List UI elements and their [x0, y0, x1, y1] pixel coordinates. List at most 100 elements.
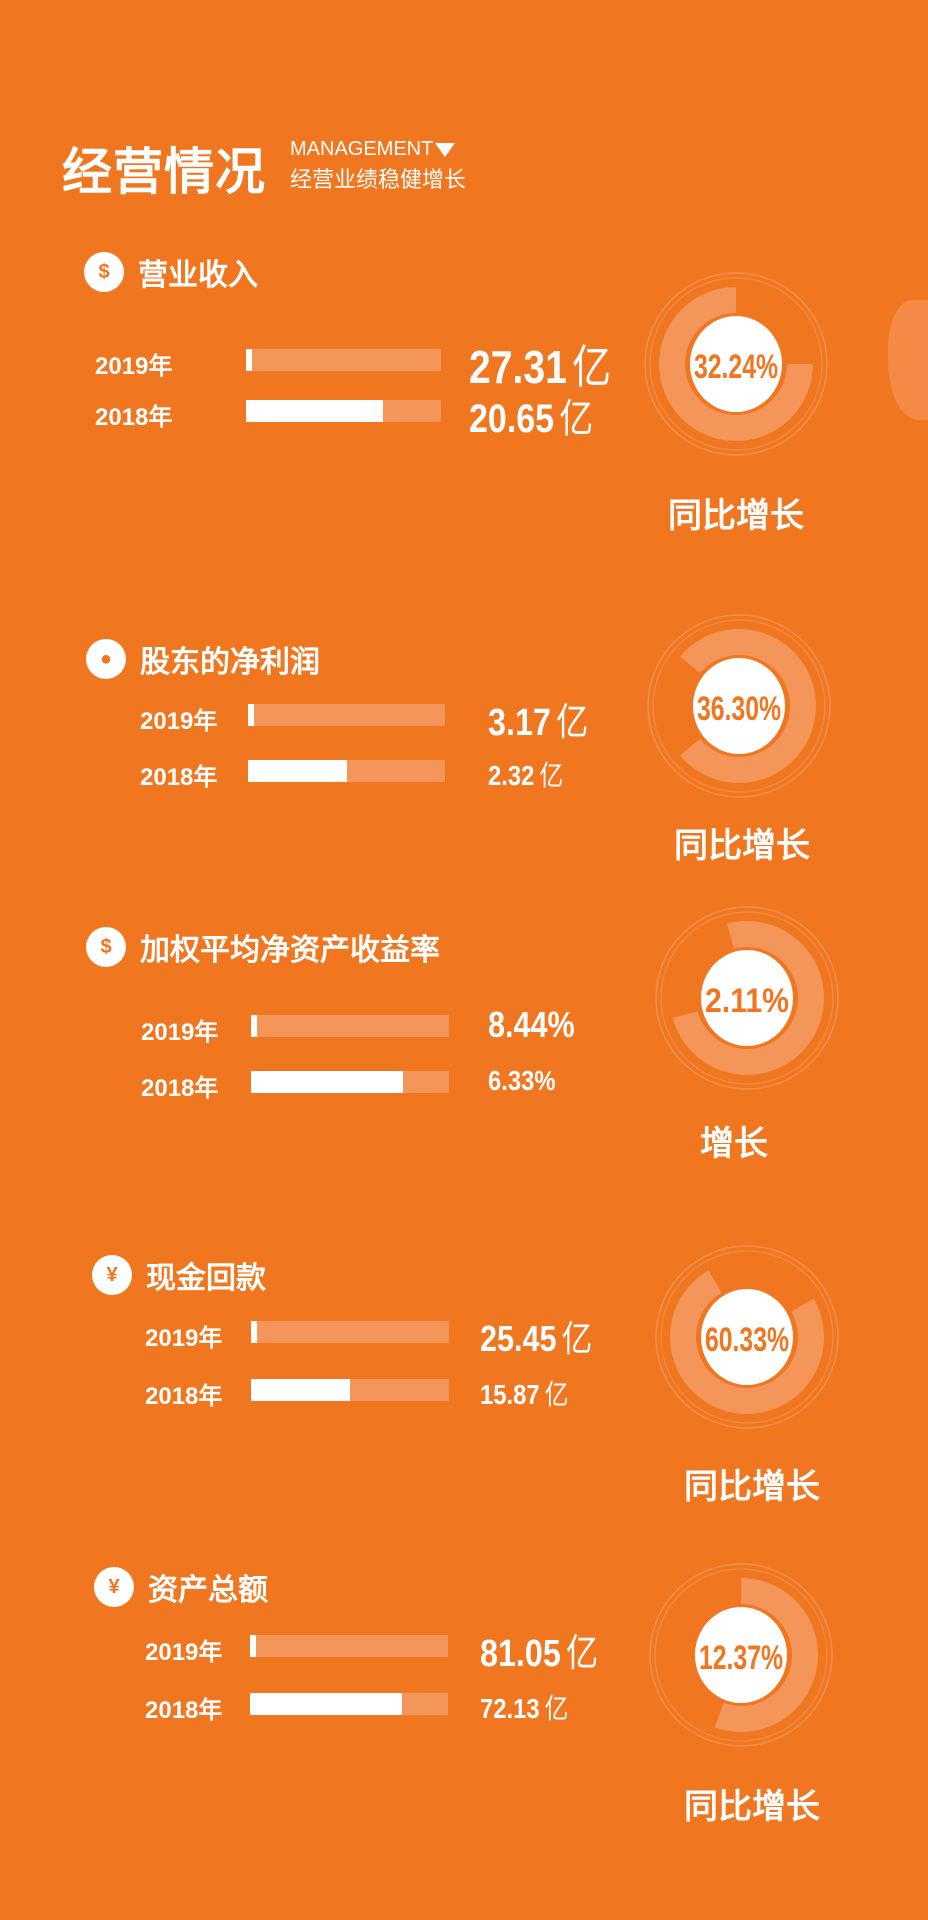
bar-track [246, 349, 441, 371]
triangle-down-icon [435, 142, 456, 157]
year-label: 2018年 [140, 764, 218, 791]
bar-fill [251, 1379, 350, 1401]
bar-track [246, 400, 441, 422]
bar-track [250, 1693, 448, 1715]
growth-ring: 12.37% [649, 1563, 833, 1747]
page-subtitle: 经营业绩稳健增长 [290, 167, 467, 192]
value-text: 72.13 亿 [480, 1687, 568, 1727]
ring-center [693, 658, 785, 754]
value-unit: 亿 [565, 1633, 599, 1676]
ring-outline [655, 906, 839, 1090]
value-number: 72.13 [480, 1692, 540, 1724]
bar-track [248, 704, 445, 726]
value-number: 81.05 [480, 1633, 561, 1676]
growth-value: 60.33% [705, 1321, 789, 1359]
section-title: 加权平均净资产收益率 [140, 934, 440, 967]
year-label: 2018年 [145, 1383, 223, 1410]
value-number: 8.44% [488, 1003, 575, 1045]
value-number: 15.87 [480, 1378, 540, 1410]
growth-value: 12.37% [699, 1639, 783, 1677]
section-header: $ 营业收入 [84, 250, 258, 294]
money-bag-icon: $ [86, 927, 126, 967]
ring-center [695, 1607, 787, 1703]
ring-outline-inner [660, 911, 834, 1085]
ring-center [690, 316, 782, 412]
growth-label: 同比增长 [674, 827, 810, 865]
ring-outline [647, 614, 831, 798]
section-header: ¥ 现金回款 [92, 1253, 266, 1297]
value-text: 15.87 亿 [480, 1373, 568, 1413]
bar-fill [250, 1693, 403, 1715]
value-text: 20.65 亿 [469, 386, 593, 444]
growth-value: 2.11% [705, 982, 789, 1020]
page-title: 经营情况 [62, 144, 266, 200]
bar-fill [250, 1635, 256, 1657]
section-title: 现金回款 [146, 1262, 266, 1295]
section-header: ¥ 资产总额 [94, 1565, 268, 1609]
year-label: 2019年 [95, 353, 173, 380]
coins-icon: $ [84, 252, 124, 292]
ring-outline [655, 1245, 839, 1429]
growth-label: 同比增长 [684, 1468, 820, 1506]
ring-arc [672, 921, 824, 1075]
section-title: 资产总额 [148, 1574, 268, 1607]
growth-ring: 60.33% [655, 1245, 839, 1429]
value-text: 27.31 亿 [469, 331, 611, 397]
growth-label: 同比增长 [684, 1788, 820, 1826]
value-text: 8.44% [488, 1004, 580, 1046]
value-unit: 亿 [559, 397, 594, 442]
section-title: 营业收入 [138, 259, 258, 292]
english-subtitle: MANAGEMENT [290, 138, 456, 161]
ring-outline-inner [652, 619, 826, 793]
ring-outline-inner [649, 277, 823, 451]
bar-fill [251, 1321, 257, 1343]
section-header: ● 股东的净利润 [86, 637, 320, 681]
value-number: 20.65 [469, 397, 555, 442]
people-icon: ● [86, 639, 126, 679]
bar-track [251, 1071, 449, 1093]
section-header: $ 加权平均净资产收益率 [86, 925, 440, 969]
value-number: 3.17 [488, 702, 551, 745]
bar-track [248, 760, 445, 782]
coin-stack-icon: ¥ [94, 1567, 134, 1607]
growth-label: 增长 [700, 1125, 768, 1163]
value-text: 6.33% [488, 1065, 561, 1097]
year-label: 2019年 [140, 708, 218, 735]
bar-fill [251, 1015, 257, 1037]
map-decoration [888, 300, 928, 420]
growth-ring: 32.24% [644, 272, 828, 456]
value-text: 2.32 亿 [488, 754, 563, 794]
value-number: 6.33% [488, 1064, 556, 1096]
value-text: 3.17 亿 [488, 691, 588, 746]
year-label: 2018年 [145, 1697, 223, 1724]
ring-outline-inner [654, 1568, 828, 1742]
bar-fill [251, 1071, 404, 1093]
ring-center [701, 950, 793, 1046]
english-label: MANAGEMENT [290, 138, 434, 160]
ring-outline [649, 1563, 833, 1747]
growth-ring: 36.30% [647, 614, 831, 798]
value-number: 2.32 [488, 759, 535, 791]
growth-value: 36.30% [697, 690, 781, 728]
value-number: 25.45 [480, 1317, 557, 1359]
value-text: 81.05 亿 [480, 1622, 598, 1677]
value-unit: 亿 [539, 759, 564, 791]
value-number: 27.31 [469, 341, 567, 394]
bar-fill [248, 760, 347, 782]
bar-track [251, 1379, 449, 1401]
value-unit: 亿 [544, 1692, 569, 1724]
growth-label: 同比增长 [668, 497, 804, 535]
ring-outline-inner [660, 1250, 834, 1424]
value-unit: 亿 [555, 702, 589, 745]
ring-arc [670, 1270, 824, 1414]
bar-fill [246, 349, 252, 371]
bar-track [251, 1015, 449, 1037]
year-label: 2019年 [141, 1019, 219, 1046]
value-unit: 亿 [571, 341, 612, 394]
section-title: 股东的净利润 [140, 646, 320, 679]
ring-arc [680, 629, 816, 783]
value-text: 25.45 亿 [480, 1310, 592, 1362]
bar-track [251, 1321, 449, 1343]
year-label: 2019年 [145, 1325, 223, 1352]
cash-icon: ¥ [92, 1255, 132, 1295]
